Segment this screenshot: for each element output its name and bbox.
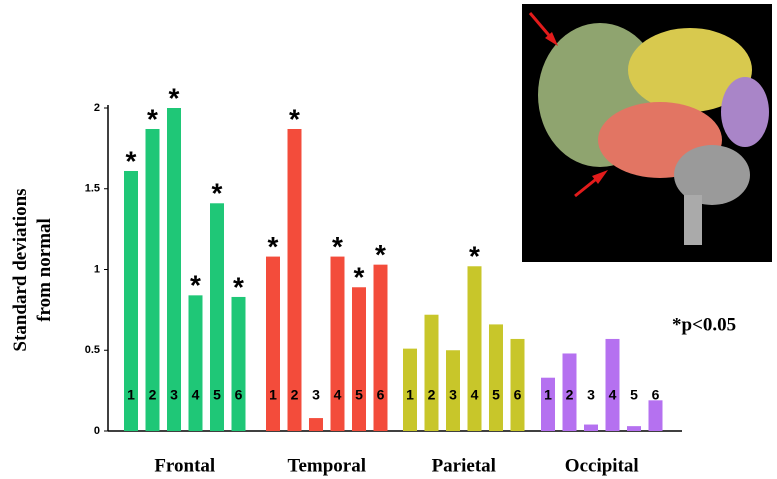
bar-number: 3 [449,387,457,403]
y-tick-label: 0 [94,425,100,437]
bar-number: 3 [587,387,595,403]
group-label: Temporal [288,455,366,476]
bar [489,324,503,431]
bar [167,108,181,431]
y-tick-label: 2 [94,102,100,114]
bar-number: 2 [149,387,157,403]
bar [606,339,620,431]
bar [627,426,641,431]
bar [374,265,388,431]
bar [511,339,525,431]
y-tick-label: 0.5 [85,344,100,356]
bar [232,297,246,431]
bar [425,315,439,431]
y-axis-label-line: Standard deviations [10,188,31,351]
group-label: Parietal [432,455,496,476]
bar [468,266,482,431]
bar-number: 6 [652,387,660,403]
bar [584,425,598,431]
bar-number: 6 [235,387,243,403]
significance-marker: * [190,270,201,301]
bar [649,400,663,431]
significance-marker: * [169,82,180,113]
group-label: Frontal [154,455,215,476]
y-axis-label-line: from normal [34,218,55,322]
significance-marker: * [268,231,279,262]
y-tick-label: 1 [94,263,100,275]
bar [189,295,203,431]
bar [352,287,366,431]
bar [288,129,302,431]
significance-note: *p<0.05 [672,314,736,335]
bar-number: 3 [170,387,178,403]
bar-number: 1 [544,387,552,403]
bar-number: 4 [471,387,479,403]
bar [541,378,555,431]
significance-marker: * [289,103,300,134]
significance-marker: * [375,239,386,270]
bar-number: 2 [291,387,299,403]
significance-marker: * [233,271,244,302]
bar-number: 4 [334,387,342,403]
bar-number: 5 [492,387,500,403]
group-label: Occipital [565,455,639,476]
significance-marker: * [469,241,480,272]
significance-marker: * [332,231,343,262]
bar-number: 5 [355,387,363,403]
bar-number: 4 [192,387,200,403]
significance-marker: * [212,178,223,209]
brain-image [522,4,772,262]
bar-number: 4 [609,387,617,403]
bar-number: 1 [406,387,414,403]
chart: Standard deviationsfrom normal *p<0.05 0… [0,0,777,479]
bar-number: 2 [428,387,436,403]
bar-number: 2 [566,387,574,403]
y-tick-label: 1.5 [85,183,100,195]
significance-marker: * [354,262,365,293]
bar-number: 3 [312,387,320,403]
bar [266,257,280,431]
bar-number: 6 [514,387,522,403]
significance-marker: * [126,145,137,176]
bar-number: 6 [377,387,385,403]
bar-number: 1 [269,387,277,403]
bar [331,257,345,431]
bar-number: 5 [630,387,638,403]
bar-number: 1 [127,387,135,403]
bar-number: 5 [213,387,221,403]
significance-marker: * [147,103,158,134]
bar [309,418,323,431]
bar [146,129,160,431]
